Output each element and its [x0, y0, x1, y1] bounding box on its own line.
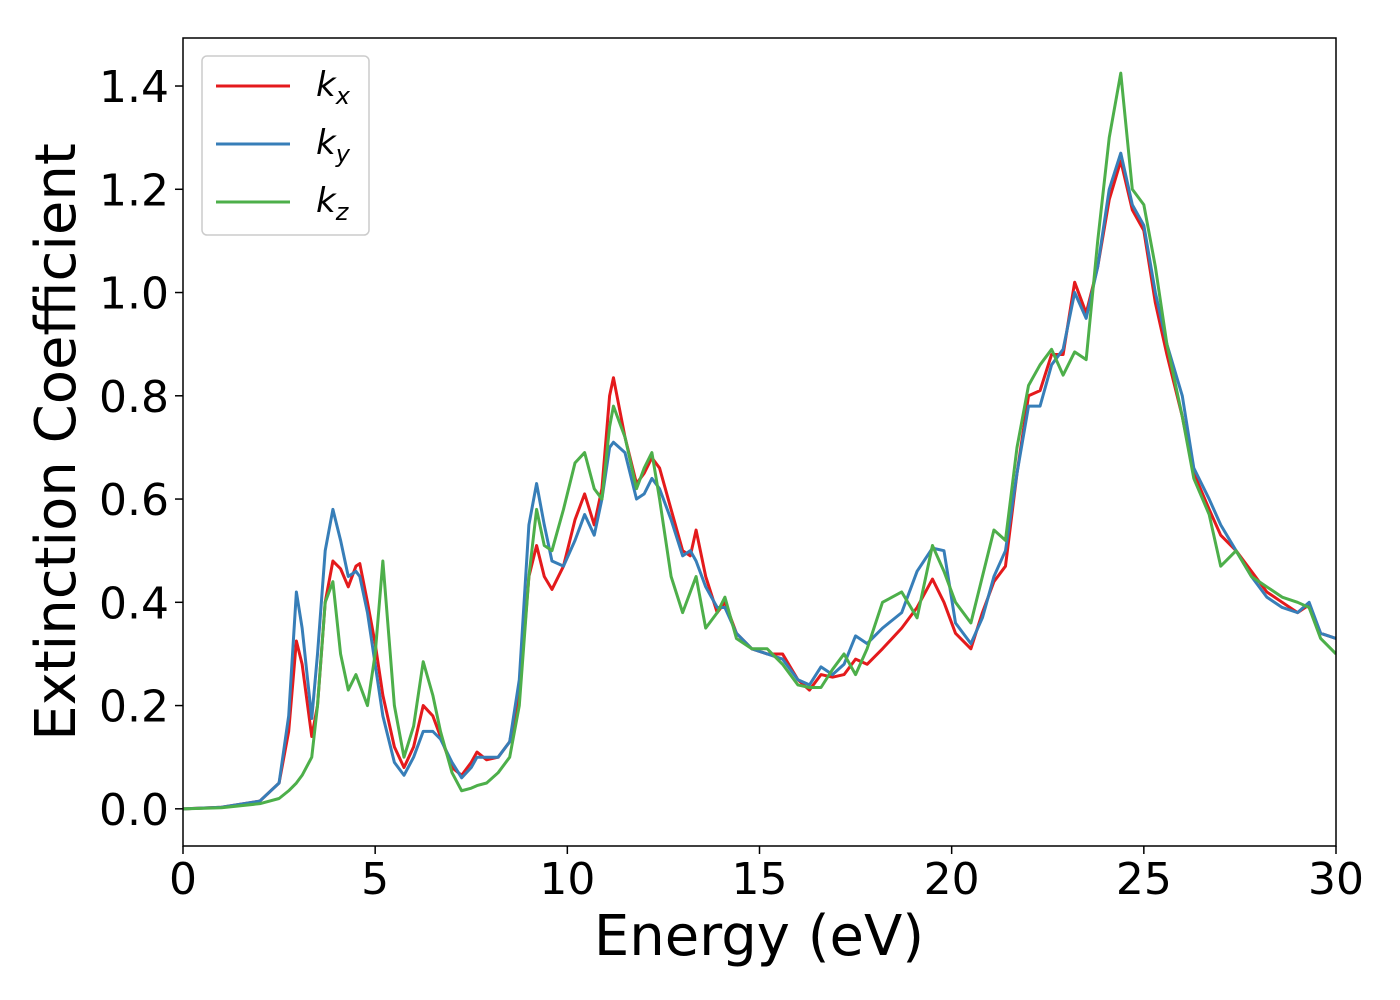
data-line — [183, 151, 1336, 811]
y-tick-label: 0.6 — [99, 475, 169, 526]
x-axis-label: Energy (eV) — [594, 904, 924, 969]
plot-frame — [182, 37, 1337, 847]
legend-label: kx — [316, 65, 351, 110]
y-tick-label: 1.4 — [99, 62, 169, 113]
x-tick-label: 5 — [361, 854, 389, 905]
data-line — [183, 159, 1336, 811]
y-tick-label: 1.0 — [99, 269, 169, 320]
y-tick-label: 0.0 — [99, 785, 169, 836]
x-tick-label: 30 — [1308, 854, 1364, 905]
y-tick-label: 1.2 — [99, 165, 169, 216]
data-line — [183, 71, 1336, 811]
x-tick-label: 25 — [1116, 854, 1172, 905]
y-tick-label: 0.8 — [99, 372, 169, 423]
x-tick-label: 10 — [539, 854, 595, 905]
y-axis-label: Extinction Coefficient — [24, 143, 89, 741]
legend-label: ky — [316, 123, 351, 168]
y-tick-label: 0.4 — [99, 578, 169, 629]
x-tick-label: 0 — [169, 854, 197, 905]
y-tick-label: 0.2 — [99, 682, 169, 733]
x-tick-label: 20 — [924, 854, 980, 905]
x-tick-label: 15 — [732, 854, 788, 905]
legend-label: kz — [316, 181, 350, 226]
